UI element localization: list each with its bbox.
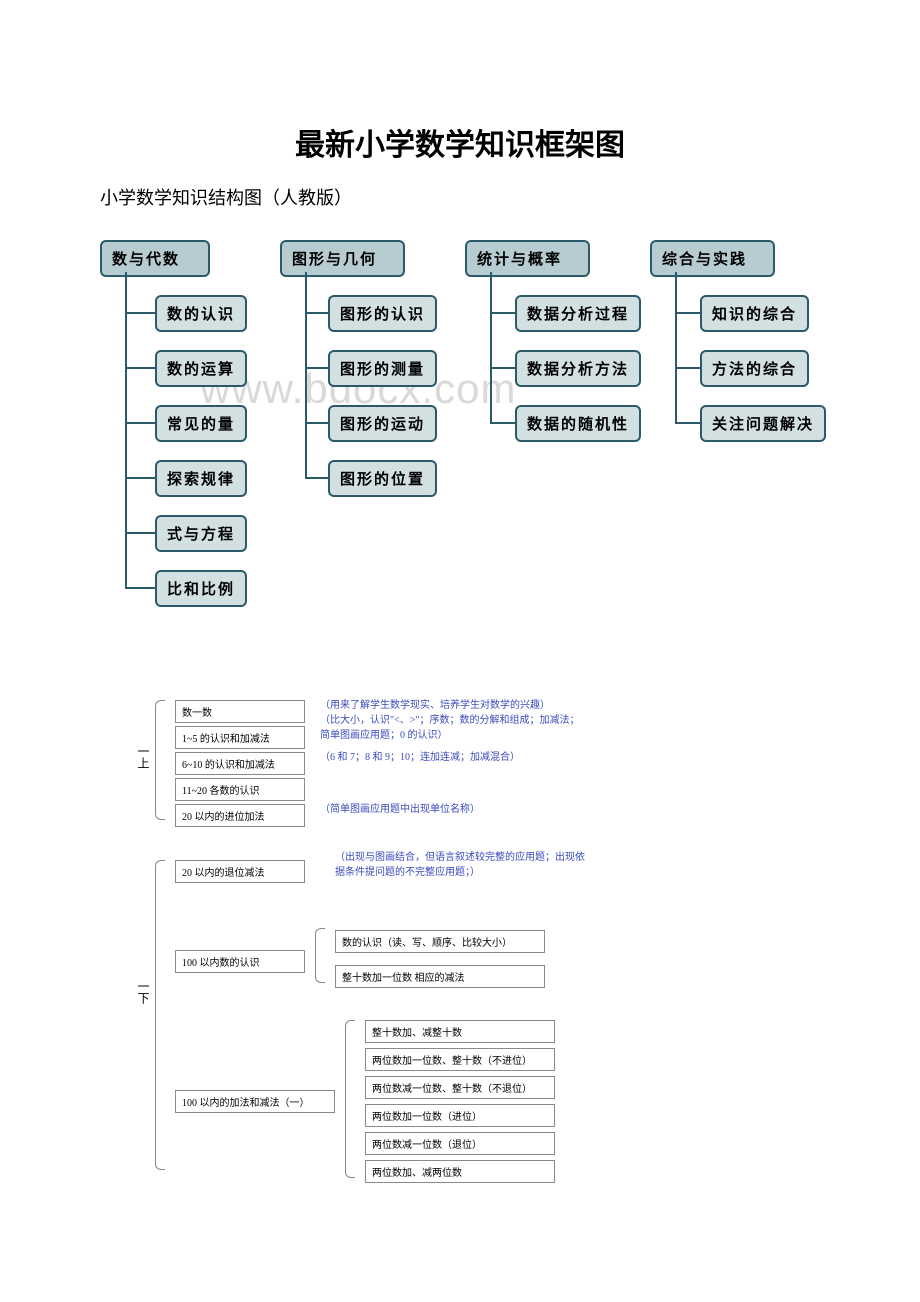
brace <box>315 928 325 983</box>
tree-connector <box>125 272 127 587</box>
detail-cell: 100 以内的加法和减法（一） <box>175 1090 335 1113</box>
tree-connector <box>125 477 155 479</box>
knowledge-tree: 数与代数 图形与几何 统计与概率 综合与实践数的认识数的运算常见的量探索规律式与方程比… <box>70 240 840 640</box>
tree-connector <box>675 272 677 422</box>
detail-cell: 两位数加一位数、整十数（不进位） <box>365 1048 555 1071</box>
tree-leaf: 图形的测量 <box>328 350 437 387</box>
page-title: 最新小学数学知识框架图 <box>80 120 840 164</box>
detail-cell: 数一数 <box>175 700 305 723</box>
tree-leaf: 数的认识 <box>155 295 247 332</box>
tree-root: 综合与实践 <box>650 240 775 277</box>
tree-connector <box>125 422 155 424</box>
tree-leaf: 图形的运动 <box>328 405 437 442</box>
tree-connector <box>305 312 328 314</box>
brace <box>345 1020 355 1178</box>
detail-cell: 两位数减一位数、整十数（不退位） <box>365 1076 555 1099</box>
tree-leaf: 方法的综合 <box>700 350 809 387</box>
detail-cell: 整十数加一位数 相应的减法 <box>335 965 545 988</box>
tree-leaf: 知识的综合 <box>700 295 809 332</box>
brace <box>155 860 165 1170</box>
tree-connector <box>305 367 328 369</box>
tree-leaf: 图形的位置 <box>328 460 437 497</box>
detail-cell: 整十数加、减整十数 <box>365 1020 555 1043</box>
tree-root: 图形与几何 <box>280 240 405 277</box>
tree-connector <box>125 587 155 589</box>
tree-connector <box>490 367 515 369</box>
grade-detail-area: 一上一下 数一数 （用来了解学生数学现实、培养学生对数学的兴趣） 1~5 的认识和加减… <box>80 700 840 1220</box>
detail-cell: 1~5 的认识和加减法 <box>175 726 305 749</box>
detail-cell: 6~10 的认识和加减法 <box>175 752 305 775</box>
tree-connector <box>125 532 155 534</box>
brace <box>155 700 165 820</box>
grade-label: 一下 <box>135 980 152 1004</box>
tree-root: 统计与概率 <box>465 240 590 277</box>
tree-connector <box>305 422 328 424</box>
detail-note: （用来了解学生数学现实、培养学生对数学的兴趣） <box>320 698 550 713</box>
tree-leaf: 图形的认识 <box>328 295 437 332</box>
tree-leaf: 数据分析过程 <box>515 295 641 332</box>
tree-connector <box>675 367 700 369</box>
tree-connector <box>305 477 328 479</box>
detail-cell: 两位数加、减两位数 <box>365 1160 555 1183</box>
page-subtitle: 小学数学知识结构图（人教版） <box>100 184 840 210</box>
tree-leaf: 数据的随机性 <box>515 405 641 442</box>
detail-note: （出现与图画结合，但语言叙述较完整的应用题；出现依据条件提问题的不完整应用题；） <box>335 850 585 880</box>
detail-cell: 20 以内的退位减法 <box>175 860 305 883</box>
tree-leaf: 常见的量 <box>155 405 247 442</box>
tree-leaf: 比和比例 <box>155 570 247 607</box>
detail-cell: 数的认识（读、写、顺序、比较大小） <box>335 930 545 953</box>
tree-connector <box>490 422 515 424</box>
tree-connector <box>675 312 700 314</box>
tree-leaf: 数的运算 <box>155 350 247 387</box>
detail-cell: 20 以内的进位加法 <box>175 804 305 827</box>
tree-connector <box>125 312 155 314</box>
tree-connector <box>490 272 492 422</box>
tree-root: 数与代数 <box>100 240 210 277</box>
tree-leaf: 探索规律 <box>155 460 247 497</box>
tree-connector <box>675 422 700 424</box>
tree-leaf: 关注问题解决 <box>700 405 826 442</box>
grade-label: 一上 <box>135 745 152 769</box>
detail-cell: 100 以内数的认识 <box>175 950 305 973</box>
tree-connector <box>305 272 307 477</box>
detail-note: （比大小，认识"<、>"；序数；数的分解和组成；加减法；简单图画应用题；0 的认… <box>320 713 580 743</box>
tree-leaf: 式与方程 <box>155 515 247 552</box>
detail-note: （简单图画应用题中出现单位名称） <box>320 802 480 817</box>
detail-cell: 两位数减一位数（退位） <box>365 1132 555 1155</box>
tree-connector <box>490 312 515 314</box>
detail-cell: 两位数加一位数（进位） <box>365 1104 555 1127</box>
tree-leaf: 数据分析方法 <box>515 350 641 387</box>
tree-connector <box>125 367 155 369</box>
detail-cell: 11~20 各数的认识 <box>175 778 305 801</box>
detail-note: （6 和 7；8 和 9；10；连加连减；加减混合） <box>320 750 520 765</box>
